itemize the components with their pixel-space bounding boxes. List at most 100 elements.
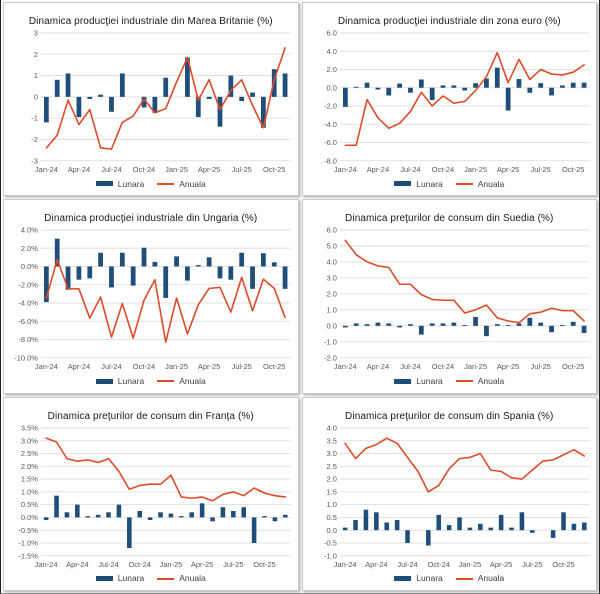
bar-lunara [152,96,158,113]
bar-lunara [418,325,424,335]
y-tick-label: 2 [34,50,38,59]
bar-lunara [529,529,535,533]
y-tick-label: 1.0 [326,500,336,509]
y-axis-tick-labels: 4.0 3.5 3.0 2.5 2.0 1.5 1.0 0.5 0.0 -0.5 -1.0 [324,423,337,560]
bar-lunara [85,515,91,517]
chart-panel-spania: Dinamica preţurilor de consum din Spania… [301,396,597,591]
bars-lunara [43,238,288,303]
chart-legend: Lunara Anuala [303,175,597,195]
bar-lunara [250,266,255,290]
x-tick-label: Jul-25 [530,362,550,371]
y-tick-label: -4.0% [18,299,38,308]
bars-lunara [342,67,586,111]
bar-lunara [383,522,389,530]
legend-line-swatch-icon [157,380,175,383]
bar-lunara [189,511,195,517]
bar-lunara [407,324,413,326]
chart-panel-suedia: Dinamica preţurilor de consum din Suedia… [301,199,597,394]
chart-panel-zona-euro: Dinamica producţiei industriale din zona… [301,2,597,197]
bar-lunara [228,75,234,97]
x-axis-tick-labels: Jan-24 Apr-24 Jul-24 Oct-24 Jan-25 Apr-25 Jul-… [333,165,584,174]
legend-bar-swatch-icon [394,181,412,187]
bar-lunara [260,253,266,267]
chart-title: Dinamica preţurilor de consum din Suedia… [345,213,554,225]
bar-lunara [43,516,49,520]
y-axis-tick-labels: 4.0% 2.0% 0.0% -2.0% -4.0% -6.0% -8.0% -10.0% [14,226,38,363]
chart-legend: Lunara Anuala [4,175,298,195]
bar-lunara [550,529,555,538]
line-anuala [45,436,287,502]
y-tick-label: 3.5% [21,423,38,432]
x-tick-label: Jul-24 [101,362,121,371]
bar-lunara [76,96,82,117]
bar-lunara [526,317,532,326]
bar-lunara [342,325,348,328]
bar-lunara [425,529,431,546]
bar-lunara [206,96,212,99]
bar-lunara [98,252,104,267]
y-tick-label: 0.0 [326,322,336,331]
y-tick-label: 1.0 [326,306,336,315]
bar-lunara [461,325,467,326]
x-tick-label: Jan-25 [160,560,183,569]
bar-lunara [352,519,358,530]
bar-lunara [54,79,60,97]
x-tick-label: Apr-24 [366,362,388,371]
x-tick-label: Apr-25 [191,560,213,569]
bar-lunara [195,265,201,267]
x-tick-label: Oct-24 [133,362,155,371]
bar-lunara [498,514,503,530]
bars-lunara [43,57,288,128]
bar-lunara [152,262,158,267]
x-tick-label: Oct-24 [431,165,453,174]
chart-panel-marea-britanie: Dinamica producţiei industriale din Mare… [3,2,299,197]
y-tick-label: 1.0% [21,487,38,496]
bar-lunara [43,266,49,303]
bar-lunara [505,87,511,111]
y-tick-label: 2.0 [326,290,336,299]
x-tick-label: Oct-25 [562,362,584,371]
legend-anuala-label: Anuala [477,178,505,189]
x-tick-label: Oct-24 [431,362,453,371]
bar-lunara [342,527,347,530]
bar-lunara [537,82,543,88]
bar-lunara [559,85,565,88]
bar-lunara [435,514,441,530]
bar-lunara [396,83,402,88]
x-tick-label: Jul-25 [530,165,550,174]
bar-lunara [185,57,190,97]
y-tick-label: -10.0% [14,354,38,363]
legend-bar-swatch-icon [95,378,113,384]
line-anuala [45,46,286,150]
y-tick-label: 6.0 [326,226,336,235]
y-tick-label: 6.0 [326,28,336,37]
x-axis-tick-labels: Jan-24 Apr-24 Jul-24 Oct-24 Jan-25 Apr-25 Jul-… [35,560,276,569]
legend-lunara-label: Lunara [117,375,145,386]
bar-lunara [483,325,489,337]
bar-lunara [418,79,424,88]
y-tick-label: 0.0% [21,513,38,522]
x-tick-label: Oct-24 [427,560,449,569]
bar-lunara [494,67,500,88]
bar-lunara [250,92,255,97]
y-tick-label: -1.0 [324,551,337,560]
x-tick-label: Jan-25 [165,165,188,174]
x-tick-label: Jul-24 [400,165,420,174]
bar-lunara [394,519,399,530]
y-tick-label: 3 [34,28,38,37]
y-tick-label: 5.0 [326,242,336,251]
bar-lunara [54,495,59,517]
bar-lunara [239,252,245,267]
y-tick-label: 3.0 [326,449,336,458]
x-tick-label: Jul-24 [98,560,118,569]
y-tick-label: 2.5% [21,449,38,458]
bar-lunara [570,82,576,88]
x-tick-label: Jul-25 [223,560,243,569]
bar-lunara [537,322,543,326]
y-tick-label: 3.0 [326,274,336,283]
y-tick-label: 0.0 [326,525,336,534]
x-tick-label: Oct-25 [253,560,275,569]
x-tick-label: Jan-25 [458,560,481,569]
